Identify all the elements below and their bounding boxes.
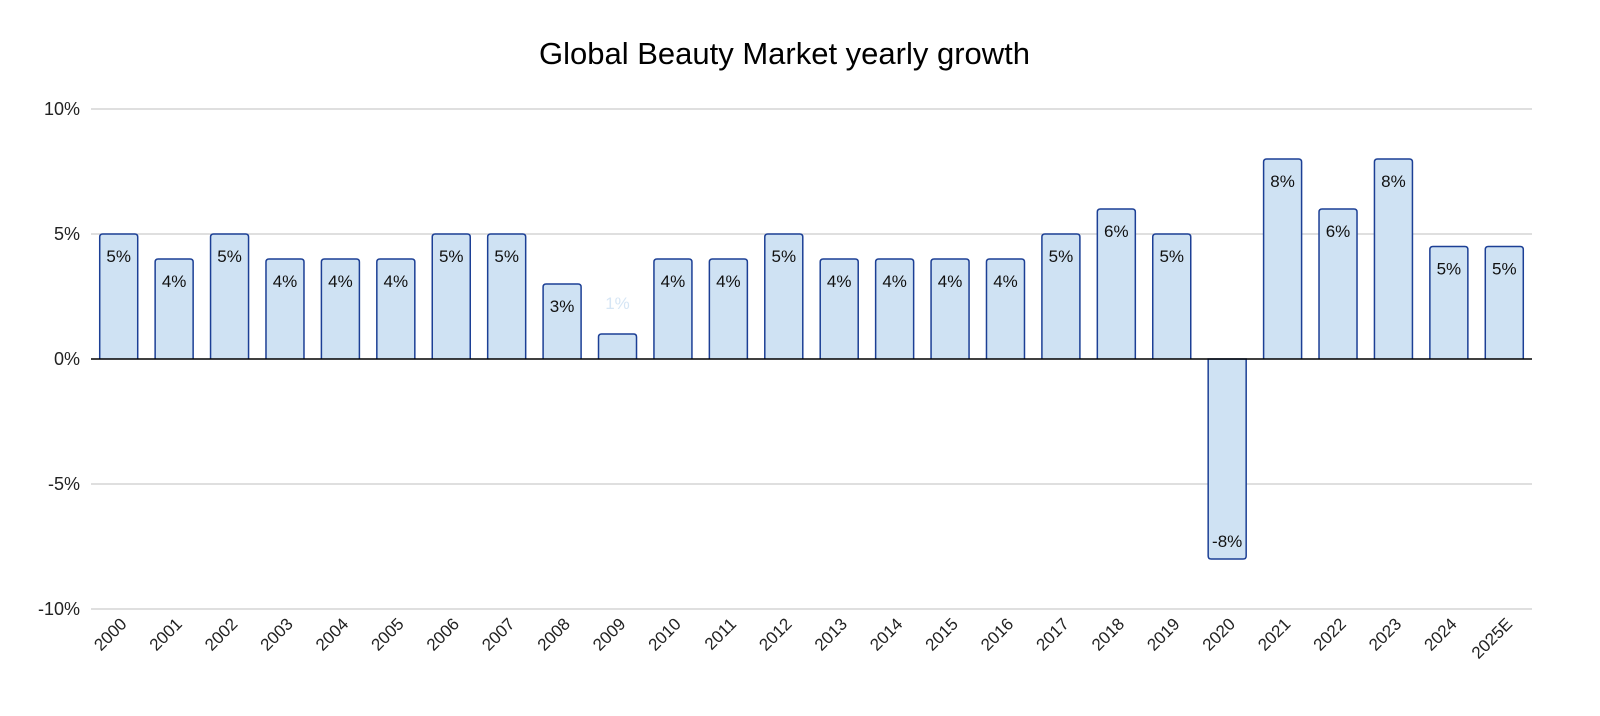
x-tick-label: 2006 [423, 614, 463, 654]
x-tick-label: 2008 [534, 614, 574, 654]
bar-2022 [1318, 208, 1358, 359]
bar-2013 [819, 258, 859, 359]
x-tick-label: 2018 [1088, 614, 1128, 654]
bar-2023 [1373, 158, 1414, 359]
bar-2021 [1262, 158, 1303, 359]
bar-2001 [154, 258, 194, 359]
data-label: 6% [1326, 222, 1351, 241]
y-tick-label: 5% [54, 224, 80, 244]
data-label: 4% [827, 272, 852, 291]
x-tick-label: 2017 [1033, 614, 1073, 654]
x-tick-label: 2020 [1199, 614, 1239, 654]
x-tick-label: 2005 [367, 614, 407, 654]
x-tick-label: 2012 [755, 614, 795, 654]
bar-2006 [431, 233, 471, 359]
x-tick-label: 2007 [478, 614, 518, 654]
bar-2002 [209, 233, 250, 359]
x-tick-label: 2009 [589, 614, 629, 654]
x-tick-label: 2013 [811, 614, 851, 654]
data-label: 5% [217, 247, 242, 266]
x-tick-label: 2001 [146, 614, 186, 654]
data-label: 4% [716, 272, 741, 291]
x-tick-label: 2024 [1421, 614, 1461, 654]
data-label: 5% [1159, 247, 1184, 266]
data-label: 5% [1492, 260, 1517, 279]
data-label: 4% [384, 272, 409, 291]
data-label: 8% [1270, 172, 1295, 191]
x-tick-label: 2003 [257, 614, 297, 654]
x-tick-label: 2010 [645, 614, 685, 654]
x-tick-label: 2014 [866, 614, 906, 654]
data-label: 4% [661, 272, 686, 291]
bar-2024 [1429, 245, 1469, 359]
x-tick-label: 2000 [90, 614, 130, 654]
x-tick-label: 2011 [701, 614, 740, 653]
x-tick-label: 2019 [1143, 614, 1183, 654]
bar-2012 [764, 233, 804, 359]
data-label: -8% [1212, 532, 1242, 551]
bar-2007 [486, 233, 527, 359]
bar-2004 [320, 258, 361, 359]
bar-2020 [1207, 358, 1247, 560]
bar-2010 [653, 258, 693, 359]
data-label: 4% [882, 272, 907, 291]
x-tick-label: 2015 [922, 614, 962, 654]
data-label: 5% [1437, 260, 1462, 279]
bar-2017 [1041, 233, 1081, 359]
data-label: 8% [1381, 172, 1406, 191]
bar-2008 [542, 283, 582, 359]
y-tick-label: -5% [48, 474, 80, 494]
bar-2019 [1152, 233, 1192, 359]
x-tick-label: 2016 [977, 614, 1017, 654]
bar-2025E [1484, 245, 1525, 359]
bar-2009 [597, 333, 638, 359]
data-label: 4% [162, 272, 187, 291]
x-tick-label: 2004 [312, 614, 352, 654]
data-label: 4% [938, 272, 963, 291]
x-tick-label: 2025E [1468, 614, 1516, 662]
x-tick-label: 2021 [1254, 614, 1294, 654]
data-label: 3% [550, 297, 575, 316]
bar-2016 [985, 258, 1026, 359]
bar-2011 [708, 258, 749, 359]
x-tick-label: 2022 [1310, 614, 1350, 654]
bar-2014 [874, 258, 915, 359]
data-label: 4% [328, 272, 353, 291]
data-label: 1% [605, 294, 630, 313]
data-label: 5% [1049, 247, 1074, 266]
y-tick-label: 0% [54, 349, 80, 369]
data-label: 5% [771, 247, 796, 266]
y-tick-label: -10% [38, 599, 80, 619]
bar-2000 [98, 233, 139, 359]
data-label: 4% [273, 272, 298, 291]
data-label: 5% [106, 247, 131, 266]
y-tick-label: 10% [44, 99, 80, 119]
x-tick-label: 2002 [201, 614, 241, 654]
bar-2018 [1096, 208, 1137, 359]
chart-title: Global Beauty Market yearly growth [538, 36, 1031, 71]
bar-2005 [376, 258, 416, 359]
bar-2003 [265, 258, 305, 359]
data-label: 5% [439, 247, 464, 266]
bar-2015 [930, 258, 970, 359]
data-label: 5% [494, 247, 519, 266]
data-label: 4% [993, 272, 1018, 291]
x-tick-label: 2023 [1365, 614, 1405, 654]
data-label: 6% [1104, 222, 1129, 241]
